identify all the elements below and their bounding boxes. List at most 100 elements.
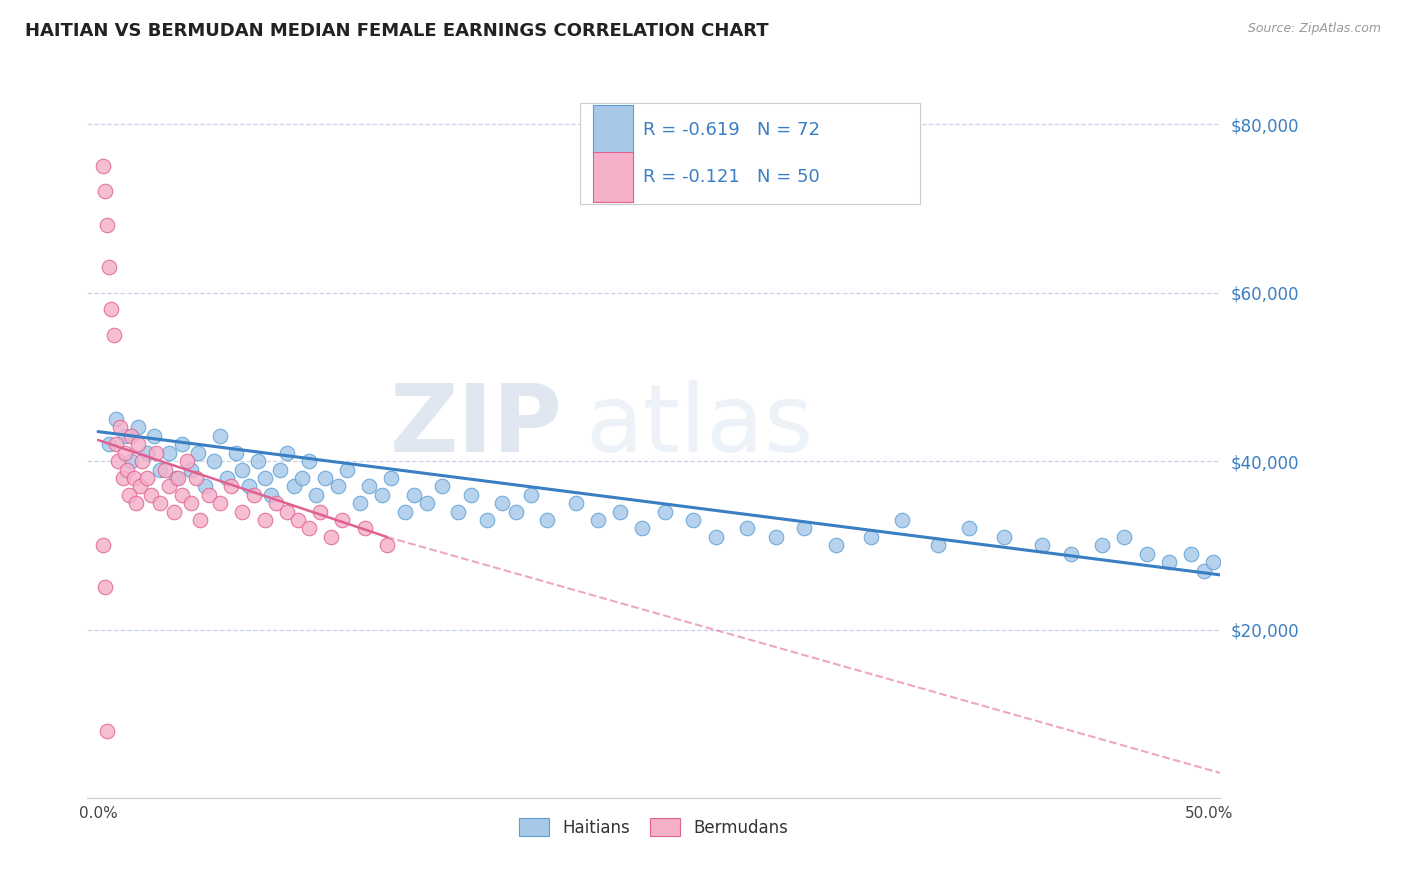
Point (349, 496, 371, 510)
Point (298, 521, 321, 535)
Point (114, 429, 136, 443)
Point (157, 445, 180, 459)
Point (336, 462, 359, 476)
Point (238, 479, 260, 493)
Text: R = -0.619   N = 72: R = -0.619 N = 72 (643, 121, 820, 139)
Point (157, 479, 180, 493)
Point (91, 159, 114, 173)
Point (176, 454, 198, 468)
Point (793, 521, 815, 535)
Point (125, 496, 148, 510)
Point (564, 496, 586, 510)
Legend: Haitians, Bermudans: Haitians, Bermudans (512, 812, 794, 844)
Point (242, 488, 264, 502)
Point (402, 488, 425, 502)
Point (98, 260, 121, 275)
Point (765, 530, 787, 544)
Point (93, 581, 115, 595)
Point (165, 471, 187, 485)
Point (505, 505, 527, 519)
Point (371, 488, 394, 502)
Point (253, 513, 276, 527)
Point (110, 420, 132, 434)
Point (221, 479, 243, 493)
Text: atlas: atlas (585, 380, 814, 472)
Point (149, 462, 172, 476)
Point (1180, 547, 1202, 561)
Point (247, 454, 270, 468)
Point (100, 302, 122, 317)
Point (416, 496, 439, 510)
Point (359, 479, 381, 493)
Point (326, 479, 349, 493)
Text: HAITIAN VS BERMUDAN MEDIAN FEMALE EARNINGS CORRELATION CHART: HAITIAN VS BERMUDAN MEDIAN FEMALE EARNIN… (25, 22, 769, 40)
Point (115, 462, 138, 476)
Text: Source: ZipAtlas.com: Source: ZipAtlas.com (1247, 22, 1381, 36)
Point (120, 429, 142, 443)
Point (131, 454, 153, 468)
Point (891, 513, 914, 527)
Point (276, 445, 298, 459)
Point (162, 505, 184, 519)
Point (253, 471, 276, 485)
Point (1031, 538, 1053, 552)
Point (860, 530, 883, 544)
Point (184, 471, 207, 485)
Point (104, 412, 127, 426)
Text: R = -0.121   N = 50: R = -0.121 N = 50 (643, 168, 820, 186)
Point (103, 327, 125, 342)
Point (107, 454, 129, 468)
Point (536, 513, 558, 527)
Point (96, 723, 118, 738)
Point (491, 496, 513, 510)
Point (187, 445, 209, 459)
Point (136, 445, 159, 459)
Point (111, 471, 134, 485)
Point (305, 488, 328, 502)
Point (291, 471, 314, 485)
Point (122, 471, 145, 485)
Point (127, 437, 149, 451)
Point (682, 513, 704, 527)
Point (180, 496, 202, 510)
Point (321, 530, 343, 544)
Point (1202, 555, 1225, 569)
Point (91, 538, 114, 552)
Point (141, 488, 163, 502)
Point (209, 496, 232, 510)
Point (353, 521, 375, 535)
Point (520, 488, 543, 502)
Point (475, 513, 498, 527)
Point (332, 513, 354, 527)
Point (269, 462, 291, 476)
Point (98, 437, 121, 451)
Point (1135, 547, 1157, 561)
Point (104, 437, 127, 451)
Point (209, 429, 232, 443)
Point (394, 505, 416, 519)
Point (231, 505, 253, 519)
Point (927, 538, 949, 552)
Text: ZIP: ZIP (389, 380, 562, 472)
Point (172, 437, 194, 451)
Point (93, 185, 115, 199)
Point (120, 454, 142, 468)
Point (114, 445, 136, 459)
Point (96, 218, 118, 232)
FancyBboxPatch shape (593, 152, 633, 202)
Point (432, 479, 454, 493)
Point (824, 538, 846, 552)
Point (287, 513, 309, 527)
Point (1194, 564, 1216, 578)
Point (194, 479, 217, 493)
Point (215, 471, 238, 485)
Point (1060, 547, 1083, 561)
Point (447, 505, 470, 519)
Point (142, 429, 165, 443)
Point (380, 471, 402, 485)
Point (198, 488, 221, 502)
Point (586, 513, 609, 527)
Point (172, 488, 194, 502)
Point (136, 471, 159, 485)
Point (704, 530, 727, 544)
